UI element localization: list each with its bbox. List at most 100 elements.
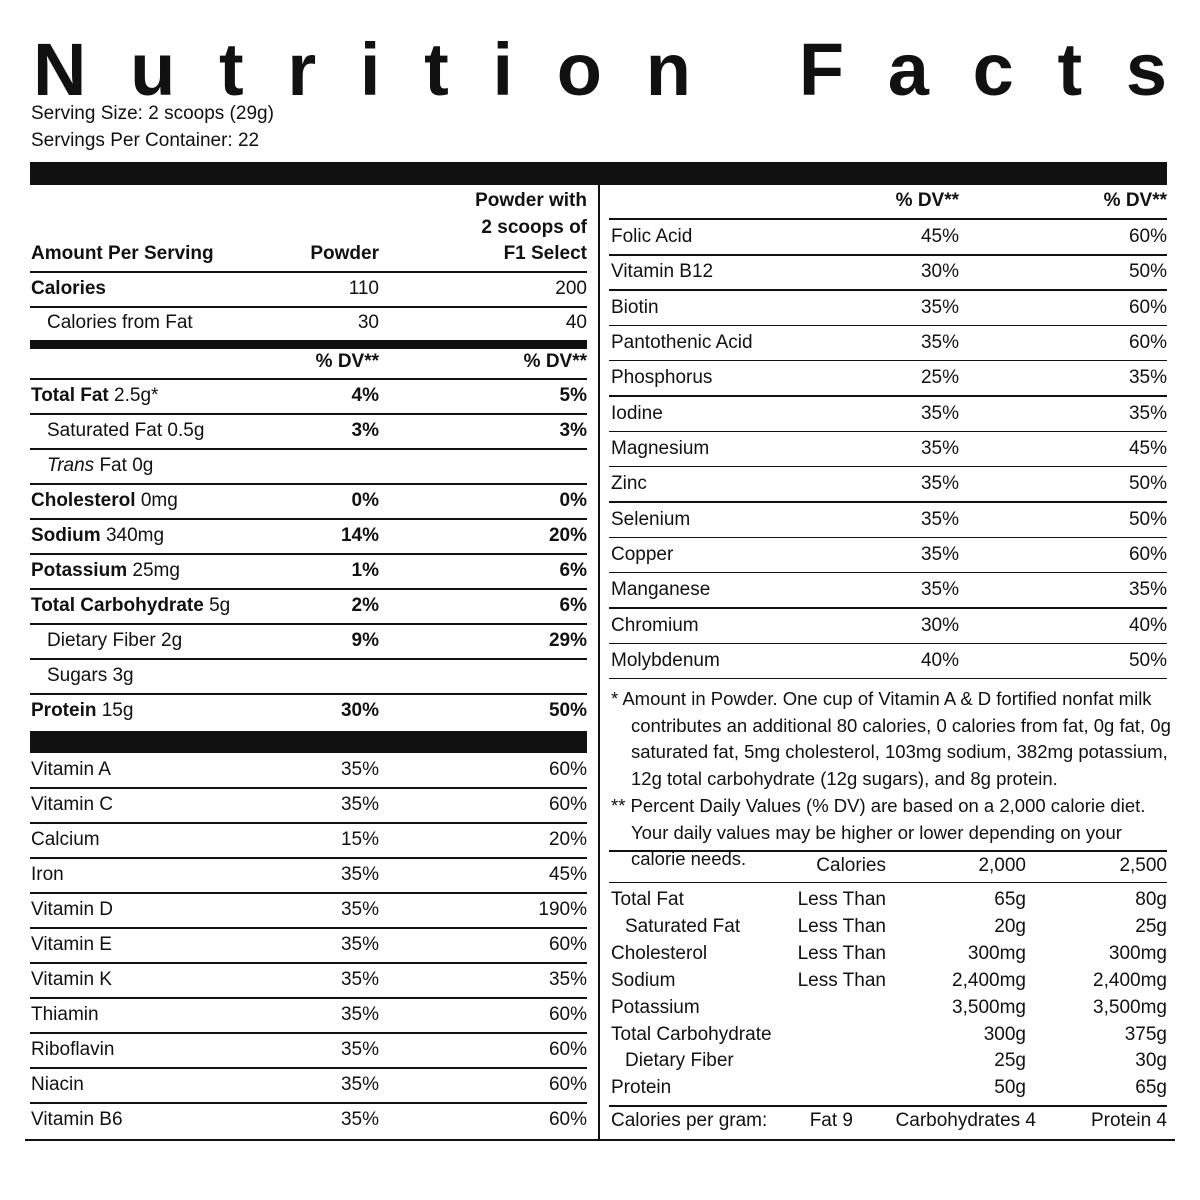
value: 35% — [1128, 402, 1167, 424]
qualifier: Less Than — [797, 915, 886, 937]
row-label: Thiamin — [31, 1004, 99, 1025]
row-label: Vitamin K — [31, 969, 112, 990]
label-name: Cholesterol — [31, 490, 136, 511]
label-name: Sodium — [31, 525, 101, 546]
value: 30% — [920, 614, 959, 636]
rule — [30, 927, 587, 929]
value: 30% — [920, 261, 959, 283]
label-amount: 2g — [161, 630, 183, 651]
label-name: Fat — [99, 455, 127, 476]
value: 60% — [1128, 331, 1167, 353]
row-label: Cholesterol — [611, 942, 708, 964]
value: 60% — [548, 1004, 587, 1025]
value: 35% — [340, 899, 379, 920]
value: 1% — [351, 560, 379, 581]
rule — [609, 642, 1167, 645]
label-amount: 3g — [112, 665, 134, 686]
rule — [609, 882, 1167, 883]
row-label: Total Fat — [611, 889, 684, 910]
table-header: 2,000 — [978, 855, 1026, 876]
row-label: Magnesium — [611, 437, 710, 459]
rule — [30, 623, 587, 625]
column-header: 2 scoops of — [481, 216, 587, 238]
value: 35% — [340, 1074, 379, 1095]
label-amount: 25mg — [132, 560, 180, 581]
value: 60% — [1128, 296, 1167, 318]
calories-per-gram: Fat 9 — [809, 1110, 853, 1131]
rule — [30, 1032, 587, 1034]
value: 6% — [559, 595, 587, 616]
value: 15% — [340, 829, 379, 850]
rule — [609, 1105, 1167, 1107]
value: 30 — [357, 312, 379, 333]
value: 200 — [555, 278, 587, 299]
rule — [609, 571, 1167, 574]
rule — [30, 822, 587, 824]
label-amount: 0mg — [140, 490, 178, 511]
value: 45% — [920, 226, 959, 247]
table-header: 2,500 — [1119, 855, 1167, 876]
calories-per-gram: Calories per gram: — [611, 1110, 768, 1131]
rule — [30, 1102, 587, 1104]
label-name: Dietary Fiber — [47, 630, 156, 651]
rule — [30, 787, 587, 789]
value: 4% — [351, 385, 379, 406]
nutrient-label: Total Carbohydrate 5g — [31, 595, 230, 617]
qualifier: Less Than — [797, 969, 886, 991]
value: 50% — [1128, 649, 1167, 671]
label-amount: 340mg — [105, 525, 165, 546]
value: 50g — [994, 1077, 1026, 1099]
row-label: Vitamin B12 — [611, 261, 714, 283]
rule — [609, 501, 1167, 503]
rule — [609, 254, 1167, 256]
rule — [609, 607, 1167, 609]
value: 0% — [351, 490, 379, 511]
value: 14% — [340, 525, 379, 546]
value: 35% — [920, 473, 959, 495]
qualifier: Less Than — [797, 889, 886, 910]
value: 30g — [1135, 1050, 1167, 1072]
row-label: Saturated Fat — [625, 915, 741, 937]
value: 35% — [1128, 367, 1167, 389]
value: 35% — [340, 969, 379, 990]
rule — [30, 483, 587, 485]
value: 35% — [340, 1109, 379, 1130]
label-name: Potassium — [31, 560, 128, 581]
value: 35% — [920, 402, 959, 424]
row-label: Chromium — [611, 614, 699, 636]
footnote: ** Percent Daily Values (% DV) are based… — [611, 795, 1146, 870]
label-amount: 15g — [101, 700, 134, 721]
row-label: Sodium — [611, 969, 676, 991]
label-amount: 0.5g — [167, 420, 205, 441]
qualifier: Less Than — [797, 942, 886, 964]
value: 300mg — [1108, 942, 1167, 964]
rule — [609, 359, 1167, 362]
value: 50% — [1128, 508, 1167, 530]
rule — [30, 892, 587, 894]
value: 300mg — [967, 942, 1026, 964]
rule — [609, 218, 1167, 220]
dv-header: % DV** — [895, 190, 959, 211]
value: 35% — [340, 864, 379, 885]
value: 60% — [548, 1039, 587, 1060]
row-label: Calories — [31, 278, 106, 299]
row-label: Dietary Fiber — [625, 1050, 734, 1072]
row-label: Folic Acid — [611, 226, 693, 247]
rule — [30, 693, 587, 695]
value: 2,400mg — [1093, 969, 1167, 991]
rule — [30, 448, 587, 450]
rule — [609, 850, 1167, 852]
row-label: Vitamin D — [31, 899, 114, 920]
value: 3,500mg — [952, 996, 1026, 1018]
rule — [30, 997, 587, 999]
rule — [30, 857, 587, 859]
label-name: Protein — [31, 700, 97, 721]
label-name: Sugars — [47, 665, 108, 686]
value: 35% — [920, 296, 959, 318]
value: 45% — [1128, 437, 1167, 459]
value: 50% — [1128, 473, 1167, 495]
row-label: Vitamin E — [31, 934, 112, 955]
value: 5% — [559, 385, 587, 406]
title: Nutrition Facts — [33, 28, 1200, 111]
